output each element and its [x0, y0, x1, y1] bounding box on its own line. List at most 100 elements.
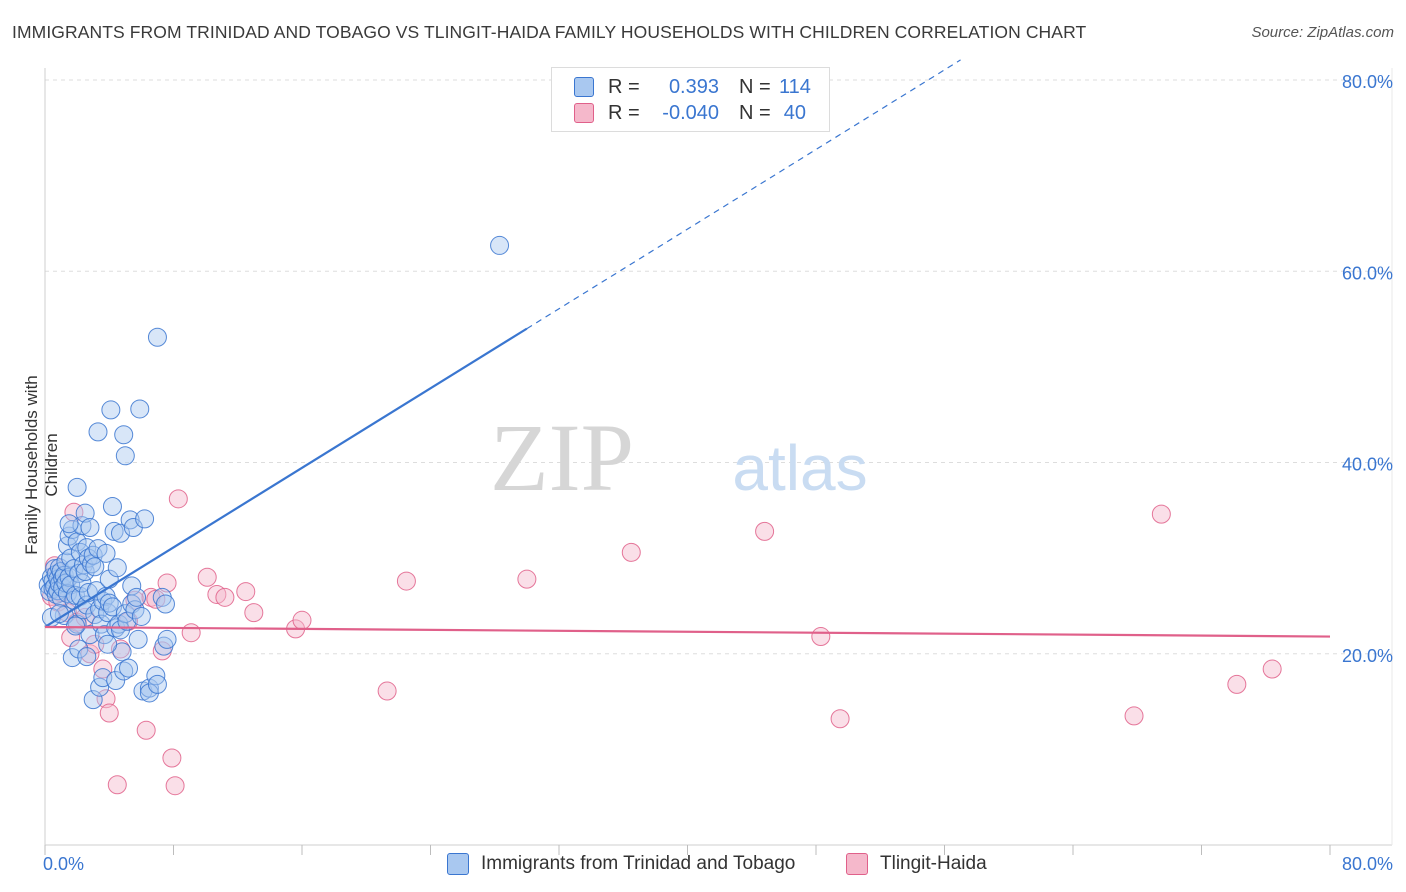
legend-r-value: 0.393: [668, 75, 719, 98]
point-tlingit-haida: [755, 521, 775, 541]
point-tlingit-haida: [107, 775, 127, 795]
point-trinidad: [93, 668, 113, 688]
bottom-legend-tlingit: Tlingit-Haida: [846, 851, 987, 877]
point-tlingit-haida: [197, 567, 217, 587]
legend-row-tlingit: R = -0.040 N = 40: [574, 100, 806, 126]
legend-r-label: R =: [608, 75, 640, 98]
point-tlingit-haida: [146, 589, 166, 609]
point-trinidad: [99, 593, 119, 613]
point-tlingit-haida: [377, 681, 397, 701]
point-trinidad: [101, 400, 121, 420]
point-tlingit-haida: [215, 587, 235, 607]
point-trinidad: [96, 543, 116, 563]
point-trinidad: [77, 595, 97, 615]
bottom-legend-swatch-blue: [447, 853, 469, 875]
point-trinidad: [66, 616, 86, 636]
series-trinidad-points: [38, 235, 510, 710]
point-trinidad: [157, 629, 177, 649]
y-tick-label: 80.0%: [1342, 72, 1393, 92]
bottom-legend-label-tlingit: Tlingit-Haida: [880, 853, 987, 874]
point-trinidad: [85, 557, 105, 577]
point-tlingit-haida: [236, 582, 256, 602]
trend-lines: [44, 59, 1331, 638]
point-tlingit-haida: [396, 571, 416, 591]
point-trinidad: [107, 558, 127, 578]
point-trinidad: [131, 606, 151, 626]
bottom-legend-swatch-pink: [846, 853, 868, 875]
trendline-trinidad-extension: [526, 59, 961, 330]
point-trinidad: [130, 399, 150, 419]
legend-n-value: 40: [783, 101, 806, 124]
point-tlingit-haida: [125, 590, 145, 610]
y-tick-label: 40.0%: [1342, 455, 1393, 475]
point-trinidad: [106, 671, 126, 691]
point-trinidad: [490, 235, 510, 255]
point-trinidad: [102, 496, 122, 516]
point-trinidad: [67, 477, 87, 497]
point-trinidad: [135, 509, 155, 529]
correlation-legend: R = 0.393 N = 114 R = -0.040 N = 40: [551, 67, 830, 132]
legend-r-value: -0.040: [662, 101, 719, 124]
point-tlingit-haida: [517, 569, 537, 589]
legend-row-trinidad: R = 0.393 N = 114: [574, 74, 811, 100]
point-trinidad: [110, 523, 130, 543]
legend-swatch-blue: [574, 77, 594, 97]
bottom-legend-label-trinidad: Immigrants from Trinidad and Tobago: [481, 853, 796, 874]
point-trinidad: [114, 425, 134, 445]
point-tlingit-haida: [621, 542, 641, 562]
legend-r-label: R =: [608, 101, 640, 124]
point-trinidad: [98, 634, 118, 654]
legend-n-label: N =: [739, 101, 771, 124]
point-tlingit-haida: [110, 639, 130, 659]
y-tick-label: 60.0%: [1342, 263, 1393, 283]
point-tlingit-haida: [1151, 504, 1171, 524]
trendline-trinidad: [44, 327, 528, 628]
point-tlingit-haida: [181, 623, 201, 643]
point-trinidad: [88, 422, 108, 442]
watermark-zip: ZIP: [490, 404, 634, 511]
point-tlingit-haida: [165, 776, 185, 796]
point-tlingit-haida: [1227, 674, 1247, 694]
chart-title: IMMIGRANTS FROM TRINIDAD AND TOBAGO VS T…: [12, 22, 1087, 42]
legend-swatch-pink: [574, 103, 594, 123]
point-tlingit-haida: [99, 703, 119, 723]
point-trinidad: [69, 639, 89, 659]
point-trinidad: [147, 327, 167, 347]
point-trinidad: [83, 690, 103, 710]
point-trinidad: [115, 604, 135, 624]
point-trinidad: [155, 594, 175, 614]
point-tlingit-haida: [292, 610, 312, 630]
axes: [44, 68, 1393, 855]
point-trinidad: [115, 446, 135, 466]
legend-n-label: N =: [739, 75, 771, 98]
point-tlingit-haida: [136, 720, 156, 740]
legend-n-value: 114: [779, 75, 811, 98]
point-tlingit-haida: [811, 627, 831, 647]
bottom-legend-trinidad: Immigrants from Trinidad and Tobago: [447, 851, 795, 877]
series-tlingit-haida-points: [41, 489, 1282, 796]
x-tick-label: 80.0%: [1342, 854, 1393, 874]
y-axis-label: Family Households with Children: [22, 375, 61, 555]
point-tlingit-haida: [168, 489, 188, 509]
grid: [45, 79, 1392, 655]
point-tlingit-haida: [244, 603, 264, 623]
point-trinidad: [120, 510, 140, 530]
point-tlingit-haida: [162, 748, 182, 768]
point-tlingit-haida: [1262, 659, 1282, 679]
point-trinidad: [117, 611, 137, 631]
point-tlingit-haida: [1124, 706, 1144, 726]
source-label: Source: ZipAtlas.com: [1251, 24, 1394, 41]
watermark-atlas: atlas: [732, 432, 867, 504]
point-trinidad: [80, 518, 100, 538]
point-trinidad: [128, 629, 148, 649]
point-trinidad: [127, 587, 147, 607]
point-tlingit-haida: [830, 709, 850, 729]
point-trinidad: [122, 576, 142, 596]
point-trinidad: [104, 521, 124, 541]
x-tick-label: 0.0%: [43, 854, 84, 874]
point-trinidad: [75, 503, 95, 523]
point-trinidad: [77, 647, 97, 667]
point-tlingit-haida: [157, 573, 177, 593]
watermark: ZIP atlas: [490, 404, 868, 511]
